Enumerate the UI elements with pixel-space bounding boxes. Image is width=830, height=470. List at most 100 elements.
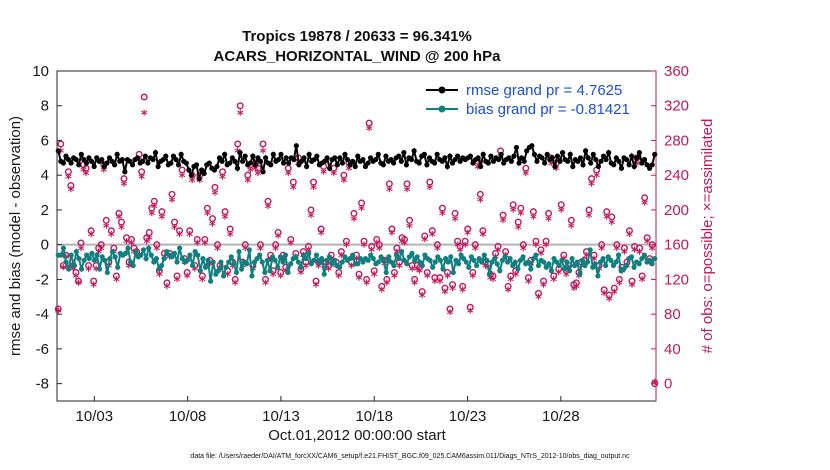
bias-point — [652, 255, 658, 262]
obs-assimilated-point: * — [570, 284, 577, 299]
rmse-point — [611, 162, 617, 168]
obs-possible-point — [289, 178, 297, 186]
obs-assimilated-point: * — [83, 169, 90, 184]
obs-possible-point — [97, 241, 105, 249]
obs-assimilated-point: * — [482, 261, 489, 276]
obs-assimilated-point: * — [517, 209, 524, 224]
rmse-point — [275, 156, 282, 163]
obs-possible-point — [173, 272, 181, 280]
obs-assimilated-point: * — [550, 275, 557, 290]
obs-possible-point — [550, 272, 558, 280]
obs-assimilated-point: * — [611, 287, 618, 302]
rmse-point — [293, 143, 299, 149]
obs-possible-point — [403, 180, 411, 188]
obs-assimilated-point: * — [533, 240, 540, 255]
rmse-point — [219, 158, 225, 164]
obs-assimilated-point: * — [358, 204, 365, 219]
obs-possible-point — [350, 209, 358, 217]
x-tick-label: 10/23 — [449, 408, 487, 425]
rmse-point — [634, 155, 640, 161]
obs-assimilated-point: * — [598, 244, 605, 259]
chart-title-line1: Tropics 19878 / 20633 = 96.341% — [242, 28, 472, 45]
bias-point — [158, 262, 165, 269]
bias-point — [282, 252, 289, 258]
rmse-point — [539, 155, 545, 161]
bias-point — [404, 261, 410, 267]
obs-possible-point — [438, 204, 446, 212]
rmse-point — [83, 160, 90, 166]
rmse-point — [626, 162, 632, 168]
obs-assimilated-point: * — [255, 169, 262, 184]
obs-assimilated-point: * — [373, 239, 380, 254]
obs-possible-point — [459, 282, 467, 290]
bias-point — [313, 252, 320, 258]
rmse-point — [583, 148, 589, 154]
bias-point — [319, 255, 325, 262]
bias-point — [60, 245, 67, 251]
obs-assimilated-point: * — [644, 237, 651, 252]
obs-assimilated-point: * — [320, 167, 327, 182]
obs-assimilated-point: * — [65, 173, 72, 188]
obs-assimilated-point: * — [424, 272, 431, 287]
obs-possible-point — [519, 241, 527, 249]
rmse-point — [142, 153, 148, 159]
obs-assimilated-point: * — [290, 183, 297, 198]
obs-possible-point — [274, 229, 282, 237]
obs-assimilated-point: * — [113, 275, 120, 290]
y2-tick-label: 360 — [664, 63, 689, 80]
bias-point — [473, 262, 480, 269]
x-tick-label: 10/13 — [262, 408, 300, 425]
obs-possible-point — [499, 211, 507, 219]
y-tick-label: 2 — [41, 202, 49, 219]
rmse-point — [606, 150, 612, 156]
bias-point — [628, 254, 635, 260]
obs-possible-point — [628, 277, 636, 285]
bias-point — [559, 257, 565, 263]
obs-assimilated-point: * — [270, 270, 277, 285]
rmse-point — [652, 151, 658, 157]
obs-assimilated-point: * — [103, 221, 110, 236]
obs-assimilated-point: * — [219, 173, 226, 188]
obs-assimilated-point: * — [310, 183, 317, 198]
obs-assimilated-point: * — [348, 261, 355, 276]
rmse-point — [408, 156, 415, 163]
obs-assimilated-point: * — [487, 273, 494, 288]
obs-assimilated-point: * — [576, 272, 583, 287]
obs-assimilated-point: * — [431, 277, 438, 292]
obs-possible-point — [176, 227, 184, 235]
bias-point — [561, 266, 567, 272]
bias-point — [381, 257, 387, 263]
obs-assimilated-point: * — [467, 306, 474, 321]
bias-point — [205, 257, 211, 263]
obs-possible-point — [128, 235, 136, 243]
bias-point — [440, 266, 446, 272]
rmse-point — [629, 153, 635, 159]
obs-assimilated-point: * — [265, 202, 272, 217]
obs-possible-point — [588, 175, 596, 183]
bias-point — [603, 262, 609, 269]
rmse-point — [598, 158, 604, 164]
bias-point — [636, 261, 642, 267]
obs-assimilated-point: * — [323, 261, 330, 276]
obs-possible-point — [107, 227, 115, 235]
bias-point — [210, 259, 216, 265]
bias-point — [138, 252, 144, 258]
obs-possible-point — [201, 235, 209, 243]
rmse-point — [135, 155, 141, 161]
bias-point — [386, 254, 392, 260]
obs-possible-point — [423, 268, 431, 276]
obs-possible-point — [163, 279, 171, 287]
bias-point — [587, 247, 593, 253]
obs-assimilated-point: * — [624, 261, 631, 276]
rmse-point — [590, 151, 596, 157]
obs-assimilated-point: * — [227, 230, 234, 245]
bias-point — [197, 268, 203, 274]
bias-point — [337, 264, 343, 270]
bias-point — [146, 245, 152, 251]
obs-possible-point — [363, 275, 371, 283]
bias-point — [448, 254, 454, 260]
rmse-point — [360, 156, 366, 163]
obs-assimilated-point: * — [116, 213, 123, 228]
obs-assimilated-point: * — [603, 213, 610, 228]
obs-possible-point — [428, 227, 436, 235]
